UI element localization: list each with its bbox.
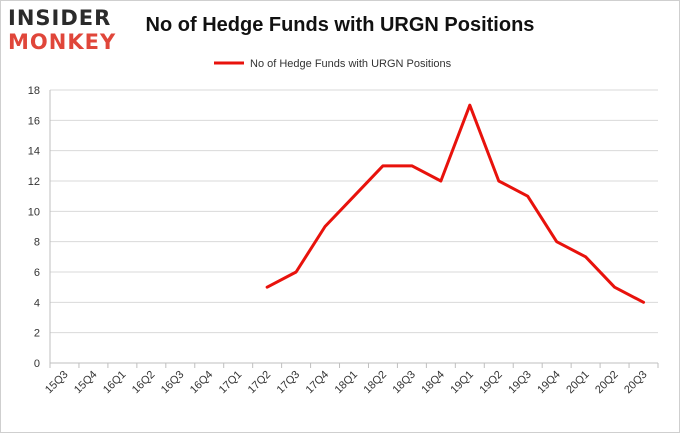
x-tick-label: 16Q2 <box>130 369 158 397</box>
y-tick-label: 14 <box>28 146 40 158</box>
y-tick-label: 6 <box>34 267 40 279</box>
series-line-0 <box>265 103 646 304</box>
data-point-18Q4 <box>439 179 443 183</box>
y-tick-label: 10 <box>28 206 40 218</box>
x-tick-label: 15Q4 <box>72 369 100 397</box>
data-point-18Q2 <box>381 164 385 168</box>
data-point-17Q2 <box>265 285 269 289</box>
x-tick-label: 19Q1 <box>448 369 476 397</box>
data-point-19Q4 <box>555 240 558 243</box>
x-tick-label: 18Q4 <box>419 369 447 397</box>
y-tick-label: 12 <box>28 176 40 188</box>
x-tick-label: 17Q4 <box>304 369 332 397</box>
y-tick-label: 18 <box>28 85 40 97</box>
y-tick-label: 4 <box>34 297 40 309</box>
x-tick-label: 18Q3 <box>391 369 419 397</box>
y-tick-label: 2 <box>34 328 40 340</box>
y-tick-label: 16 <box>28 115 40 127</box>
x-tick-label: 20Q3 <box>622 369 650 397</box>
x-tick-label: 17Q1 <box>217 369 245 397</box>
x-tick-label: 16Q4 <box>188 369 216 397</box>
x-tick-label: 15Q3 <box>43 369 71 397</box>
y-tick-label: 8 <box>34 237 40 249</box>
logo-line-2: MONKEY <box>8 30 117 54</box>
data-point-19Q3 <box>526 194 529 198</box>
x-tick-label: 19Q3 <box>506 369 534 397</box>
y-tick-label: 0 <box>34 358 40 370</box>
x-tick-label: 19Q4 <box>535 369 563 397</box>
insider-monkey-logo: INSIDER MONKEY <box>8 6 130 56</box>
data-point-20Q3 <box>642 301 645 304</box>
x-tick-label: 19Q2 <box>477 369 505 397</box>
x-tick-label: 16Q1 <box>101 369 129 397</box>
data-point-17Q4 <box>323 225 327 228</box>
legend-label: No of Hedge Funds with URGN Positions <box>250 58 452 70</box>
x-tick-label: 17Q2 <box>246 369 274 397</box>
data-point-19Q2 <box>497 179 500 183</box>
data-point-20Q1 <box>584 255 587 259</box>
x-tick-label: 18Q2 <box>362 369 390 397</box>
data-point-19Q1 <box>468 103 472 107</box>
data-point-17Q3 <box>294 270 298 274</box>
x-tick-label: 17Q3 <box>275 369 303 397</box>
x-tick-label: 20Q1 <box>564 369 592 397</box>
chart-title: No of Hedge Funds with URGN Positions <box>145 14 535 36</box>
x-tick-label: 20Q2 <box>593 369 621 397</box>
x-tick-label: 16Q3 <box>159 369 187 397</box>
data-point-18Q1 <box>352 194 356 198</box>
x-tick-label: 18Q1 <box>333 369 361 397</box>
data-point-18Q3 <box>410 164 414 168</box>
logo-line-1: INSIDER <box>8 6 112 30</box>
data-point-20Q2 <box>613 285 616 289</box>
